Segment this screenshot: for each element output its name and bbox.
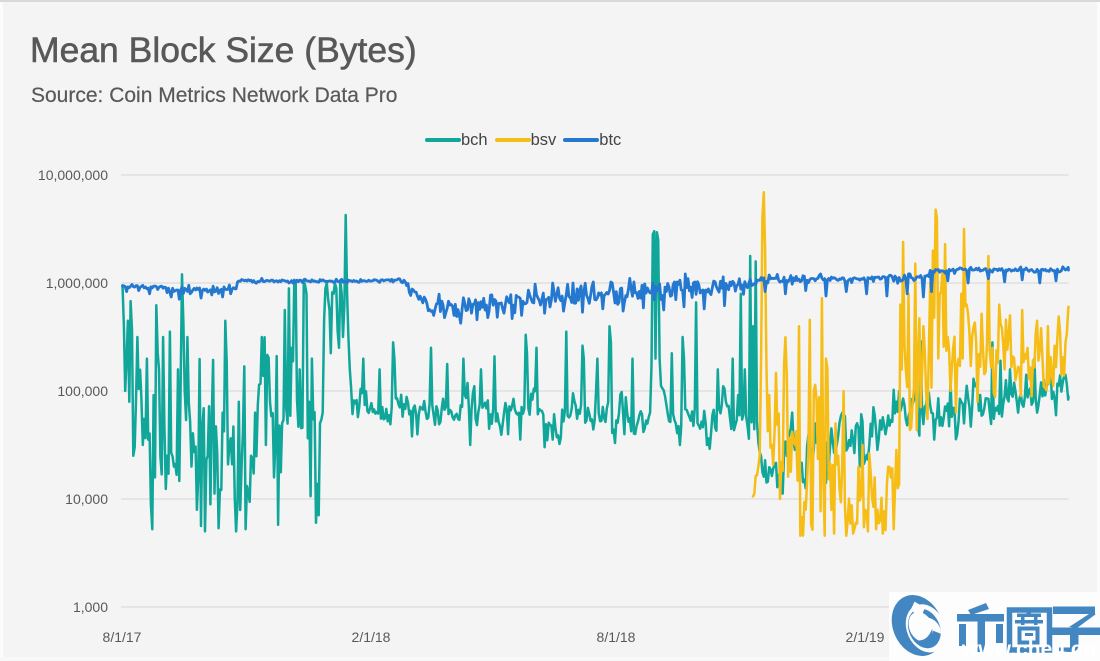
svg-text:10,000: 10,000: [65, 491, 108, 507]
svg-text:8/1/18: 8/1/18: [597, 629, 636, 645]
svg-text:1,000: 1,000: [73, 599, 108, 615]
svg-text:2/1/19: 2/1/19: [846, 629, 885, 645]
svg-text:10,000,000: 10,000,000: [38, 167, 108, 183]
svg-text:100,000: 100,000: [57, 383, 108, 399]
svg-text:1,000,000: 1,000,000: [46, 275, 108, 291]
svg-text:8/1/17: 8/1/17: [103, 629, 142, 645]
svg-text:www.cheu.cn: www.cheu.cn: [961, 638, 1095, 661]
svg-text:2/1/18: 2/1/18: [352, 629, 391, 645]
